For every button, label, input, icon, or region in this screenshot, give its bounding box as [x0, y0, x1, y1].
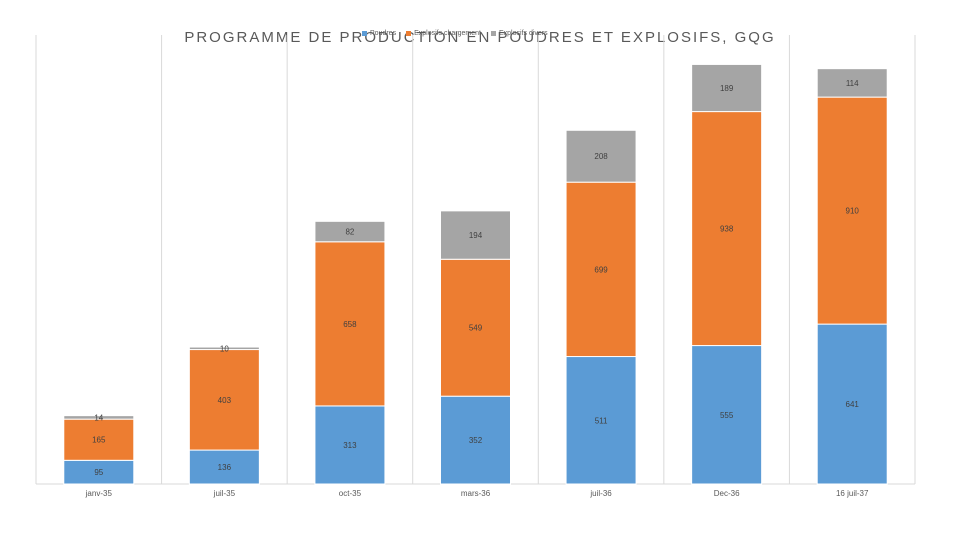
chart-legend: Poudres Explosifs chargement Explosifs d…	[362, 30, 548, 37]
bar-segment-2-1	[188, 346, 260, 351]
bar-segment-2-3	[440, 210, 511, 260]
data-label: 95	[94, 468, 103, 477]
legend-swatch-poudres	[362, 31, 367, 36]
data-label: 641	[846, 400, 860, 409]
bar-segment-0-3	[440, 395, 511, 485]
bar-segment-2-4	[565, 129, 637, 183]
bar-segment-1-2	[314, 241, 386, 407]
data-label: 82	[345, 228, 354, 237]
data-label: 549	[469, 324, 483, 333]
data-label: 10	[220, 344, 229, 353]
data-label: 403	[218, 396, 232, 405]
legend-swatch-explosifs-divers	[491, 31, 496, 36]
bar-segment-2-5	[691, 63, 763, 113]
bar-segment-1-6	[816, 96, 888, 325]
data-label: 938	[720, 225, 734, 234]
bar-segment-1-1	[188, 349, 260, 451]
data-label: 14	[94, 413, 103, 422]
data-label: 910	[846, 207, 860, 216]
legend-label-explosifs-chargement: Explosifs chargement	[414, 30, 481, 37]
x-tick-label: oct-35	[339, 489, 362, 498]
bar-segment-2-6	[816, 68, 888, 98]
bar-segment-1-0	[63, 418, 135, 461]
x-tick-label: juil-36	[589, 489, 612, 498]
bar-segment-0-5	[691, 345, 763, 485]
data-label: 699	[594, 265, 608, 274]
data-label: 114	[846, 79, 859, 88]
data-label: 555	[720, 411, 734, 420]
legend-item-explosifs-chargement: Explosifs chargement	[406, 30, 481, 37]
bar-segment-1-5	[691, 111, 763, 347]
data-label: 658	[343, 320, 357, 329]
legend-item-explosifs-divers: Explosifs divers	[491, 30, 548, 37]
data-label: 165	[92, 436, 106, 445]
data-label: 189	[720, 84, 734, 93]
bar-segment-1-4	[565, 181, 637, 358]
bar-segment-0-2	[314, 405, 386, 485]
x-tick-label: janv-35	[85, 489, 113, 498]
bar-segment-1-3	[440, 258, 511, 397]
legend-label-explosifs-divers: Explosifs divers	[499, 30, 548, 37]
data-label: 511	[595, 416, 608, 425]
bar-segment-0-4	[565, 356, 637, 485]
data-label: 208	[594, 152, 608, 161]
bar-segment-2-2	[314, 220, 386, 243]
x-tick-label: 16 juil-37	[836, 489, 869, 498]
bar-segment-2-0	[63, 415, 135, 420]
data-label: 136	[218, 463, 232, 472]
chart-title: PROGRAMME DE PRODUCTION EN POUDRES ET EX…	[184, 29, 776, 46]
legend-label-poudres: Poudres	[370, 30, 397, 37]
data-label: 313	[343, 441, 357, 450]
bar-segment-0-6	[816, 323, 888, 485]
bar-segment-0-1	[188, 449, 260, 485]
data-label: 194	[469, 231, 483, 240]
x-tick-label: mars-36	[461, 489, 491, 498]
data-label: 352	[469, 436, 483, 445]
x-tick-label: juil-35	[213, 489, 236, 498]
legend-item-poudres: Poudres	[362, 30, 396, 37]
legend-swatch-explosifs-chargement	[406, 31, 412, 36]
x-tick-label: Dec-36	[714, 489, 740, 498]
